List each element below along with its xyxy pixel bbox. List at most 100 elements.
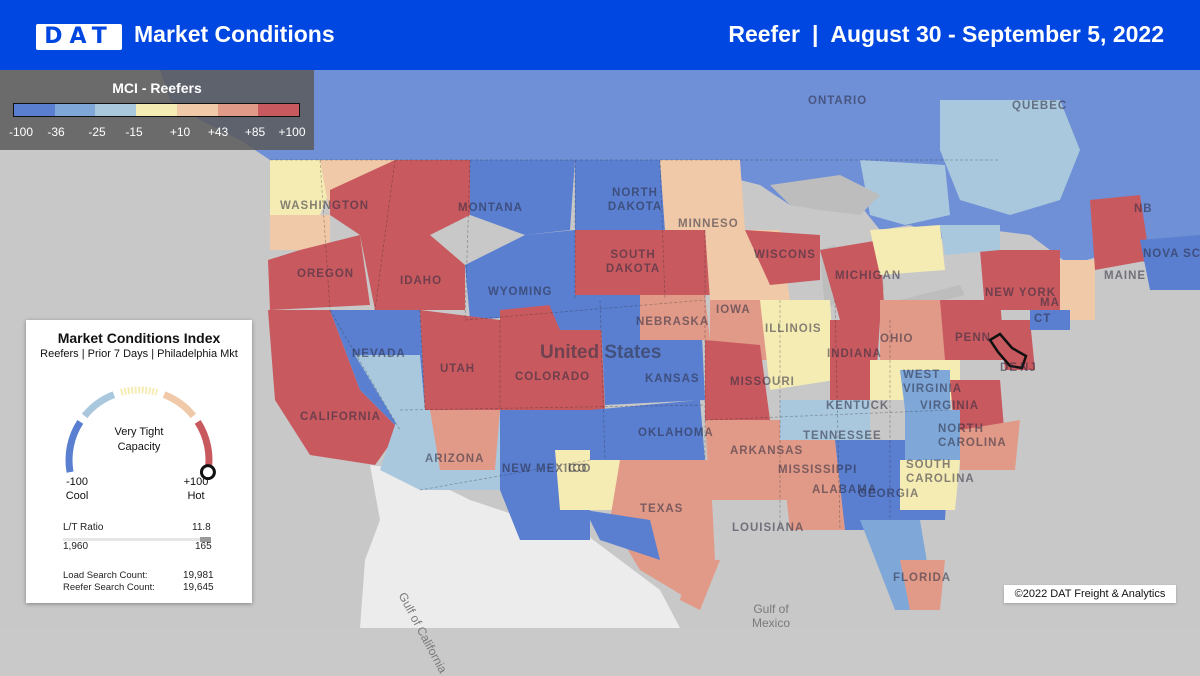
lt-ratio-value: 11.8 — [192, 522, 211, 533]
market-conditions-index-card: Market Conditions Index Reefers | Prior … — [26, 320, 252, 603]
label-utah: UTAH — [440, 363, 476, 375]
philadelphia-market-outline — [988, 332, 1028, 370]
gauge-status-line2: Capacity — [117, 441, 161, 453]
label-mississippi: MISSISSIPPI — [778, 464, 858, 476]
legend-tick: -25 — [88, 125, 106, 139]
label-idaho: IDAHO — [400, 275, 443, 287]
label-west-virginia: WEST VIRGINIA — [903, 369, 963, 395]
legend-tick: +85 — [244, 125, 266, 139]
lt-ratio-bar-fill — [199, 537, 211, 542]
label-oklahoma: OKLAHOMA — [638, 427, 714, 439]
gauge-max-label: Hot — [187, 490, 205, 502]
label-nb: NB — [1134, 203, 1153, 215]
label-arizona: ARIZONA — [425, 453, 485, 465]
legend-tick: +43 — [207, 125, 229, 139]
label-ct: CT — [1034, 313, 1052, 325]
label-florida: FLORIDA — [893, 572, 952, 584]
reefer-search-label: Reefer Search Count: — [63, 582, 155, 593]
label-arkansas: ARKANSAS — [730, 445, 804, 457]
label-virginia: VIRGINIA — [920, 400, 980, 412]
label-new-york: NEW YORK — [985, 287, 1057, 299]
date-range: August 30 - September 5, 2022 — [830, 21, 1164, 47]
label-indiana: INDIANA — [827, 348, 882, 360]
label-nova-scotia: NOVA SCO — [1143, 248, 1200, 260]
label-wyoming: WYOMING — [488, 286, 553, 298]
label-missouri: MISSOURI — [730, 376, 795, 388]
label-maine: MAINE — [1104, 270, 1147, 282]
label-nj: NJ — [1020, 362, 1037, 374]
gauge-arc-segment — [65, 419, 84, 473]
legend-color-segment — [14, 104, 55, 116]
gauge-arc-segment — [162, 391, 197, 419]
legend-title: MCI - Reefers — [112, 80, 202, 96]
label-ma: MA — [1040, 297, 1060, 309]
lt-ratio-bar — [63, 537, 211, 542]
legend-color-segment — [176, 104, 218, 116]
label-kansas: KANSAS — [645, 373, 700, 385]
gauge-needle — [199, 464, 216, 480]
label-ohio: OHIO — [880, 333, 914, 345]
load-count: 1,960 — [63, 541, 89, 552]
label-alabama: ALABAMA — [812, 484, 878, 496]
app-title: Market Conditions — [134, 21, 335, 47]
label-nebraska: NEBRASKA — [636, 316, 710, 328]
label-california: CALIFORNIA — [300, 411, 381, 423]
label-michigan: MICHIGAN — [835, 270, 902, 282]
dat-logo: DAT — [36, 24, 122, 50]
label-wisconsin: WISCONS — [754, 249, 816, 261]
legend-color-segment — [217, 104, 259, 116]
label-north-carolina: NORTH CAROLINA — [938, 423, 1007, 449]
gauge-arc-segment — [81, 391, 116, 419]
equipment-type: Reefer — [728, 21, 800, 47]
label-ontario: ONTARIO — [808, 95, 868, 107]
copyright-notice: ©2022 DAT Freight & Analytics — [1004, 585, 1176, 603]
legend-tick: -15 — [125, 125, 143, 139]
label-quebec: QUEBEC — [1012, 100, 1068, 112]
header-bar: DAT Market Conditions Reefer | August 30 -… — [0, 0, 1200, 70]
mci-legend: MCI - Reefers -100 -36 -25 -15 +10 +43 +… — [0, 70, 314, 150]
card-subtitle: Reefers | Prior 7 Days | Philadelphia Mk… — [40, 348, 238, 360]
map-canvas — [0, 70, 1200, 628]
label-louisiana: LOUISIANA — [732, 522, 805, 534]
truck-count: 165 — [195, 541, 212, 552]
label-washington: WASHINGTON — [280, 200, 370, 212]
legend-color-segment — [258, 104, 300, 116]
card-title: Market Conditions Index — [57, 330, 221, 346]
gauge-min-value: -100 — [65, 476, 89, 488]
label-south-dakota: SOUTH DAKOTA — [605, 249, 661, 275]
gauge-max-value: +100 — [183, 476, 209, 488]
lt-ratio-label: L/T Ratio — [63, 522, 104, 533]
legend-tick: +100 — [278, 125, 306, 139]
label-texas: TEXAS — [640, 503, 684, 515]
load-search-value: 19,981 — [183, 570, 214, 581]
label-illinois: ILLINOIS — [765, 323, 822, 335]
label-de: DE — [1000, 362, 1018, 374]
legend-tick: +10 — [169, 125, 191, 139]
mci-gauge — [65, 386, 216, 480]
label-oregon: OREGON — [297, 268, 355, 280]
gauge-status-line1: Very Tight — [114, 426, 164, 438]
label-pennsylvania: PENN — [955, 332, 991, 344]
gauge-arc-segment — [119, 386, 159, 396]
legend-color-segment — [136, 104, 177, 116]
quebec-region — [940, 100, 1080, 215]
label-minnesota: MINNESO — [678, 218, 739, 230]
market-map[interactable]: ONTARIO QUEBEC NB NOVA SCO WASHINGTON OR… — [0, 70, 1200, 675]
legend-tick: -100 — [8, 125, 34, 139]
label-south-carolina: SOUTH CAROLINA — [906, 459, 975, 485]
gauge-max: +100 Hot — [176, 475, 216, 503]
legend-color-segment — [54, 104, 96, 116]
legend-color-scale — [13, 103, 300, 117]
mexico-region — [360, 465, 680, 628]
label-kentucky: KENTUCK — [826, 400, 890, 412]
legend-tick: -36 — [47, 125, 65, 139]
header-separator: | — [811, 21, 819, 47]
label-colorado: COLORADO — [515, 371, 591, 383]
label-georgia: GEORGIA — [858, 488, 920, 500]
label-nevada: NEVADA — [352, 348, 406, 360]
label-mexico-partial: ICO — [568, 463, 592, 475]
load-search-label: Load Search Count: — [63, 570, 148, 581]
label-tennessee: TENNESSEE — [803, 430, 882, 442]
water-label-gulf-of-mexico: Gulf of Mexico — [752, 602, 791, 630]
label-north-dakota: NORTH DAKOTA — [607, 187, 663, 213]
